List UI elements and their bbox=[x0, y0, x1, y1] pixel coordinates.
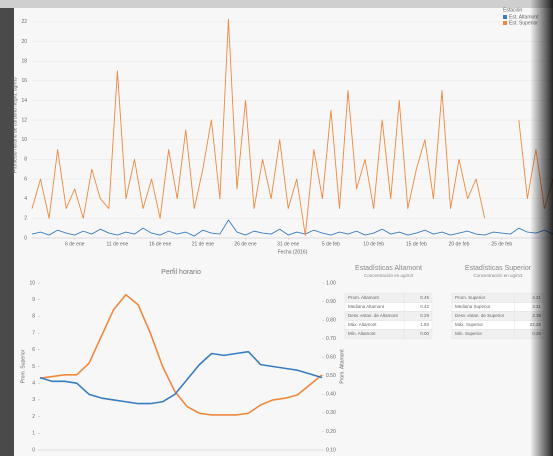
x-tick-label: 26 de ene bbox=[234, 241, 256, 247]
x-tick-label: 16 de ene bbox=[149, 241, 171, 247]
table-cell: Prom. Altamont bbox=[348, 295, 380, 300]
y-axis-label: Promedio horario de carbono negro, ug/m3 bbox=[12, 77, 18, 173]
y-tick-label: 5 bbox=[32, 364, 35, 370]
y2-tick-label: 0.10 bbox=[326, 447, 336, 453]
y-tick-label: 14 bbox=[21, 98, 27, 104]
y-tick-label: 3 bbox=[32, 397, 35, 403]
y2-tick-label: 0.90 bbox=[326, 299, 336, 305]
y-tick-label: 2 bbox=[32, 414, 35, 420]
x-tick-label: 20 de feb bbox=[449, 241, 470, 247]
y2-tick-label: 0.70 bbox=[326, 336, 336, 342]
table-subtitle: Concentración en ug/m3 bbox=[364, 273, 414, 278]
chart-title: Perfil horario bbox=[161, 269, 201, 276]
table-cell: 0.45 bbox=[420, 295, 429, 300]
table-row bbox=[344, 329, 433, 339]
legend-swatch bbox=[503, 21, 507, 25]
y-tick-label: 2 bbox=[24, 216, 27, 222]
y-tick-label: 6 bbox=[32, 347, 35, 353]
y-tick-label: 4 bbox=[32, 381, 35, 387]
table-cell: 1.83 bbox=[420, 322, 429, 327]
x-tick-label: 31 de ene bbox=[277, 241, 299, 247]
table-cell: Mediana Superior bbox=[455, 304, 491, 309]
y-tick-label: 22 bbox=[21, 19, 27, 25]
legend-swatch bbox=[503, 15, 507, 19]
table-cell: 0.29 bbox=[420, 313, 429, 318]
y-tick-label: 6 bbox=[24, 176, 27, 182]
y2-tick-label: 0.80 bbox=[326, 317, 336, 323]
y-tick-label: 10 bbox=[21, 137, 27, 143]
y-tick-label: 20 bbox=[21, 39, 27, 45]
table-cell: Desv. estan. de Superior bbox=[455, 313, 505, 318]
x-tick-label: 10 de feb bbox=[363, 241, 384, 247]
table-cell: Mín. Altamont bbox=[348, 331, 376, 336]
table-title: Estadísticas Superior bbox=[465, 265, 532, 272]
y-tick-label: 10 bbox=[29, 280, 35, 286]
y-tick-label: 0 bbox=[24, 235, 27, 241]
table-cell: 0.42 bbox=[420, 304, 429, 309]
series-line bbox=[39, 293, 323, 416]
y-tick-label: 18 bbox=[21, 58, 27, 64]
table-title: Estadísticas Altamont bbox=[355, 265, 422, 272]
y-tick-label: 9 bbox=[32, 297, 35, 303]
series-line bbox=[31, 219, 553, 237]
y-tick-label: 16 bbox=[21, 78, 27, 84]
legend-label: Est. Superior bbox=[509, 20, 538, 26]
series-line bbox=[39, 350, 323, 405]
y-tick-label: 12 bbox=[21, 117, 27, 123]
legend-title: Estación bbox=[503, 7, 522, 13]
y-tick-label: 7 bbox=[32, 330, 35, 336]
table-subtitle: Concentración en ug/m3 bbox=[473, 273, 523, 278]
x-tick-label: 11 de ene bbox=[106, 241, 128, 247]
x-tick-label: 25 de feb bbox=[491, 241, 512, 247]
table-cell: Desv. estan. de Altamont bbox=[348, 313, 398, 318]
top-strip bbox=[0, 0, 553, 8]
y-tick-label: 1 bbox=[32, 431, 35, 437]
y2-tick-label: 1.00 bbox=[326, 280, 336, 286]
right-shadow bbox=[530, 0, 553, 456]
table-cell: Máx. Altamont bbox=[348, 322, 377, 327]
table-cell: Máx. Superior bbox=[455, 322, 484, 327]
y2-tick-label: 0.40 bbox=[326, 392, 336, 398]
y-tick-label: 8 bbox=[32, 314, 35, 320]
table-cell: Mín. Superior bbox=[455, 331, 483, 336]
x-tick-label: 15 de feb bbox=[406, 241, 427, 247]
y2-tick-label: 0.60 bbox=[326, 355, 336, 361]
legend-label: Est. Altamont bbox=[509, 14, 539, 20]
x-tick-label: 5 de feb bbox=[322, 241, 340, 247]
x-tick-label: 21 de ene bbox=[192, 241, 214, 247]
y2-tick-label: 0.30 bbox=[326, 410, 336, 416]
table-cell: 0.00 bbox=[420, 331, 429, 336]
table-cell: Prom. Superior bbox=[455, 295, 486, 300]
y2-tick-label: 0.50 bbox=[326, 373, 336, 379]
table-cell: Mediana Altamont bbox=[348, 304, 385, 309]
y-tick-label: 8 bbox=[24, 157, 27, 163]
x-axis-label: Fecha (2016) bbox=[278, 249, 308, 255]
y-axis-label: Prom. Superior bbox=[20, 349, 26, 383]
left-strip bbox=[0, 0, 14, 456]
y-tick-label: 0 bbox=[32, 447, 35, 453]
y2-axis-label: Prom. Altamont bbox=[339, 349, 345, 384]
y-tick-label: 4 bbox=[24, 196, 27, 202]
x-tick-label: 6 de ene bbox=[65, 241, 85, 247]
y2-tick-label: 0.20 bbox=[326, 429, 336, 435]
